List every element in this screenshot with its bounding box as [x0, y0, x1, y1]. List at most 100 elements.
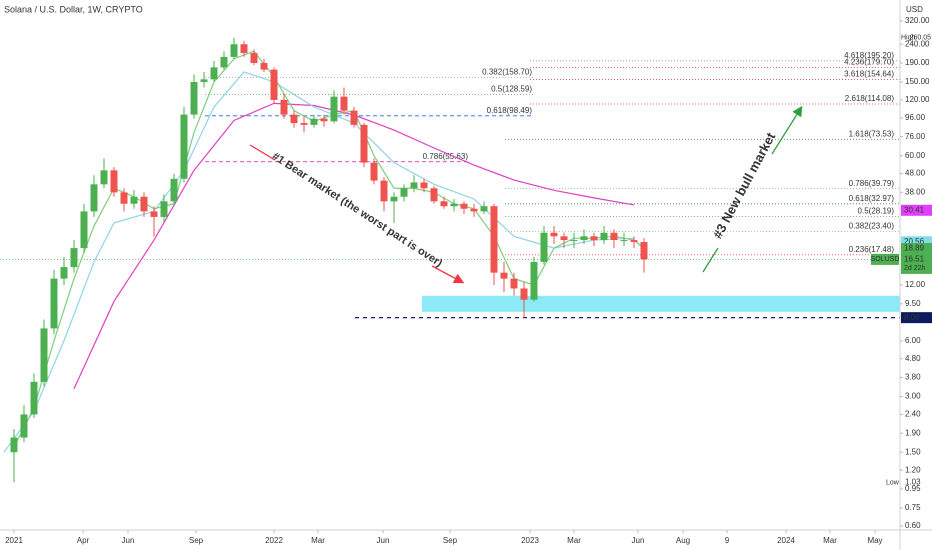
candle-body	[420, 182, 428, 189]
chart-title: Solana / U.S. Dollar, 1W, CRYPTO	[4, 4, 143, 14]
low-value: 1.03	[905, 478, 921, 487]
fib-label: 0.786(55.63)	[423, 152, 469, 161]
fib-label: 1.618(73.53)	[849, 129, 895, 138]
x-tick-label: 2023	[521, 536, 539, 545]
x-tick-label: Apr	[77, 536, 90, 545]
candle-body	[630, 240, 638, 242]
candle-body	[610, 232, 618, 241]
x-tick-label: Mar	[823, 536, 837, 545]
high-tag: High	[901, 35, 916, 42]
x-tick-label: Sep	[189, 536, 204, 545]
candle-body	[200, 79, 208, 83]
x-tick-label: Mar	[567, 536, 581, 545]
candle-body	[260, 62, 268, 70]
fib-label: 0.618(98.49)	[487, 106, 533, 115]
candle-body	[410, 182, 418, 189]
y-tick-label: 6.00	[905, 336, 921, 345]
x-tick-label: 2022	[265, 536, 283, 545]
candle-body	[50, 278, 58, 329]
bear-arrow-start	[249, 144, 276, 161]
x-tick-label: Jun	[122, 536, 135, 545]
y-tick-label: 9.50	[905, 299, 921, 308]
x-tick-label: Jun	[632, 536, 645, 545]
y-tick-label: 3.00	[905, 392, 921, 401]
bear-arrow	[431, 265, 465, 284]
candle-body	[510, 278, 518, 289]
candle-body	[320, 118, 328, 122]
fib-label: 2.618(114.08)	[845, 94, 895, 103]
fib-label: 0.5(28.19)	[858, 206, 895, 215]
price-tag-label: 8.00	[904, 313, 920, 322]
x-tick-label: May	[867, 536, 882, 545]
fib-label: 0.786(39.79)	[849, 179, 895, 188]
candle-body	[550, 232, 558, 237]
y-tick-label: 3.80	[905, 373, 921, 382]
candle-body	[500, 272, 508, 279]
fib-label: 4.618(195.20)	[844, 51, 894, 60]
y-tick-label: 240.00	[905, 39, 930, 48]
candle-body	[210, 67, 218, 80]
countdown: 2d 22h	[904, 265, 926, 272]
candle-body	[560, 236, 568, 241]
price-tag	[901, 204, 932, 216]
y-tick-label: 12.00	[905, 280, 926, 289]
candle-body	[100, 170, 108, 185]
candle-body	[90, 184, 98, 212]
candle-body	[10, 437, 18, 453]
candle-body	[350, 110, 358, 125]
bull-arrow-start	[702, 247, 719, 273]
last-price-tag	[901, 253, 932, 274]
price-tag	[901, 312, 932, 324]
candle-body	[170, 178, 178, 202]
candle-body	[370, 162, 378, 181]
candle-body	[480, 206, 488, 212]
x-tick-label: Aug	[676, 536, 690, 545]
candle-body	[40, 328, 48, 382]
candle-body	[530, 261, 538, 300]
candle-body	[130, 196, 138, 204]
candle-body	[30, 381, 38, 415]
candle-body	[230, 44, 238, 57]
candle-body	[270, 69, 278, 100]
y-tick-label: 0.60	[905, 521, 921, 530]
y-tick-label: 2.40	[905, 410, 921, 419]
candle-body	[110, 170, 118, 193]
x-tick-label: Jun	[377, 536, 390, 545]
fib-label: 0.236(17.48)	[849, 245, 895, 254]
candle-body	[140, 196, 148, 212]
candle-body	[590, 236, 598, 241]
candle-body	[470, 208, 478, 212]
candle-body	[340, 96, 348, 111]
price-tag-label: 30.41	[904, 205, 925, 214]
candle-body	[450, 203, 458, 207]
y-tick-label: 48.00	[905, 169, 926, 178]
candle-body	[580, 236, 588, 241]
x-tick-label: 9	[725, 536, 730, 545]
candle-body	[430, 188, 438, 202]
candle-body	[150, 211, 158, 217]
price-tag	[901, 236, 932, 248]
high-value: 260.05	[910, 35, 932, 42]
candle-body	[280, 99, 288, 115]
candle-body	[620, 240, 628, 242]
fib-label: 0.5(128.59)	[491, 84, 532, 93]
x-tick-label: Sep	[443, 536, 458, 545]
symbol-tag	[871, 253, 899, 265]
y-unit: USD	[906, 5, 923, 14]
symbol-label: SOLUSD	[871, 256, 900, 263]
y-tick-label: 1.90	[905, 428, 921, 437]
last-price-label: 16.51	[904, 255, 925, 264]
candle-body	[80, 211, 88, 249]
price-tag-label: 20.56	[904, 237, 925, 246]
candle-body	[290, 114, 298, 124]
fib-label: 0.618(32.97)	[849, 194, 895, 203]
y-tick-label: 96.00	[905, 113, 926, 122]
x-tick-label: Mar	[311, 536, 325, 545]
y-tick-label: 1.20	[905, 465, 921, 474]
candle-body	[490, 206, 498, 273]
price-tag-label: 18.89	[904, 244, 925, 253]
candle-body	[400, 188, 408, 197]
candle-body	[70, 248, 78, 268]
y-tick-label: 76.00	[905, 132, 926, 141]
